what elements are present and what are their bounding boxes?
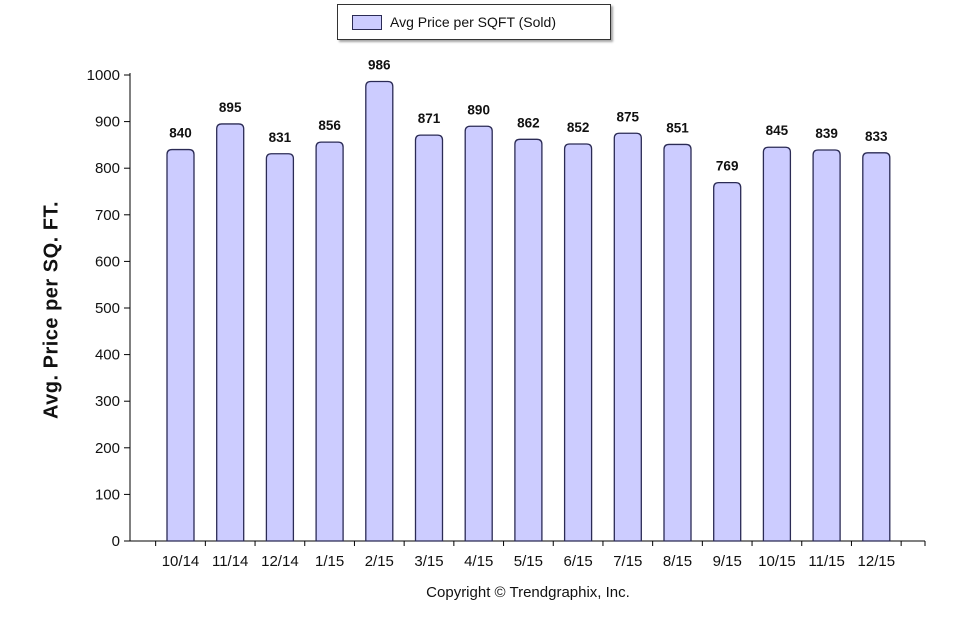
chart-legend: Avg Price per SQFT (Sold) — [337, 4, 611, 40]
x-tick-label: 5/15 — [514, 553, 543, 570]
x-tick-label: 12/15 — [858, 553, 896, 570]
x-tick-label: 11/15 — [808, 553, 844, 570]
y-tick-label: 0 — [112, 533, 120, 550]
bar-value-label: 862 — [517, 115, 540, 130]
bar-value-label: 845 — [766, 123, 789, 138]
bar — [613, 132, 642, 542]
y-tick-label: 500 — [95, 300, 120, 317]
y-tick-label: 400 — [95, 347, 120, 364]
bar — [216, 123, 245, 542]
x-tick-label: 2/15 — [365, 553, 394, 570]
bar-value-label: 986 — [368, 58, 391, 73]
y-tick-label: 900 — [95, 114, 120, 131]
bar — [265, 153, 295, 542]
bar — [812, 149, 841, 542]
bar — [762, 146, 792, 542]
x-tick-label: 10/15 — [758, 553, 796, 570]
legend-label: Avg Price per SQFT (Sold) — [390, 14, 556, 30]
copyright-text: Copyright © Trendgraphix, Inc. — [426, 584, 630, 601]
x-tick-label: 3/15 — [414, 553, 443, 570]
bar-value-label: 851 — [666, 120, 689, 135]
bar — [365, 80, 394, 542]
bar-value-label: 871 — [418, 111, 441, 126]
x-tick-label: 4/15 — [464, 553, 493, 570]
bar — [315, 141, 344, 542]
y-tick-label: 600 — [95, 253, 120, 270]
legend-swatch — [352, 14, 382, 30]
x-tick-label: 7/15 — [613, 553, 642, 570]
y-tick-label: 100 — [95, 486, 120, 503]
y-tick-label: 300 — [95, 393, 120, 410]
bar-value-label: 831 — [269, 130, 292, 145]
x-tick-label: 1/15 — [315, 553, 344, 570]
bar-value-label: 852 — [567, 120, 590, 135]
x-tick-label: 12/14 — [261, 553, 299, 570]
bar — [464, 125, 493, 542]
bar-value-label: 875 — [617, 109, 640, 124]
bar-value-label: 840 — [169, 126, 192, 141]
bar — [713, 181, 742, 542]
bar — [563, 143, 593, 542]
y-tick-label: 700 — [95, 207, 120, 224]
x-tick-label: 11/14 — [212, 553, 248, 570]
bar-value-label: 890 — [467, 102, 490, 117]
bar-value-label: 895 — [219, 100, 242, 115]
bar-value-label: 769 — [716, 159, 739, 174]
x-tick-label: 8/15 — [663, 553, 692, 570]
bar — [414, 134, 444, 542]
y-tick-label: 800 — [95, 160, 120, 177]
x-tick-label: 10/14 — [162, 553, 200, 570]
bar — [166, 148, 195, 542]
bar-value-label: 839 — [815, 126, 838, 141]
bar-value-label: 833 — [865, 129, 888, 144]
x-tick-label: 9/15 — [713, 553, 742, 570]
y-tick-label: 1000 — [87, 67, 120, 84]
bar — [862, 152, 891, 542]
bar-value-label: 856 — [318, 118, 341, 133]
x-tick-label: 6/15 — [563, 553, 592, 570]
y-tick-label: 200 — [95, 440, 120, 457]
bar — [514, 138, 543, 542]
bar — [663, 143, 692, 542]
